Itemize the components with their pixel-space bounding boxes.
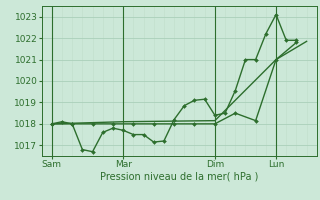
X-axis label: Pression niveau de la mer( hPa ): Pression niveau de la mer( hPa )	[100, 172, 258, 182]
